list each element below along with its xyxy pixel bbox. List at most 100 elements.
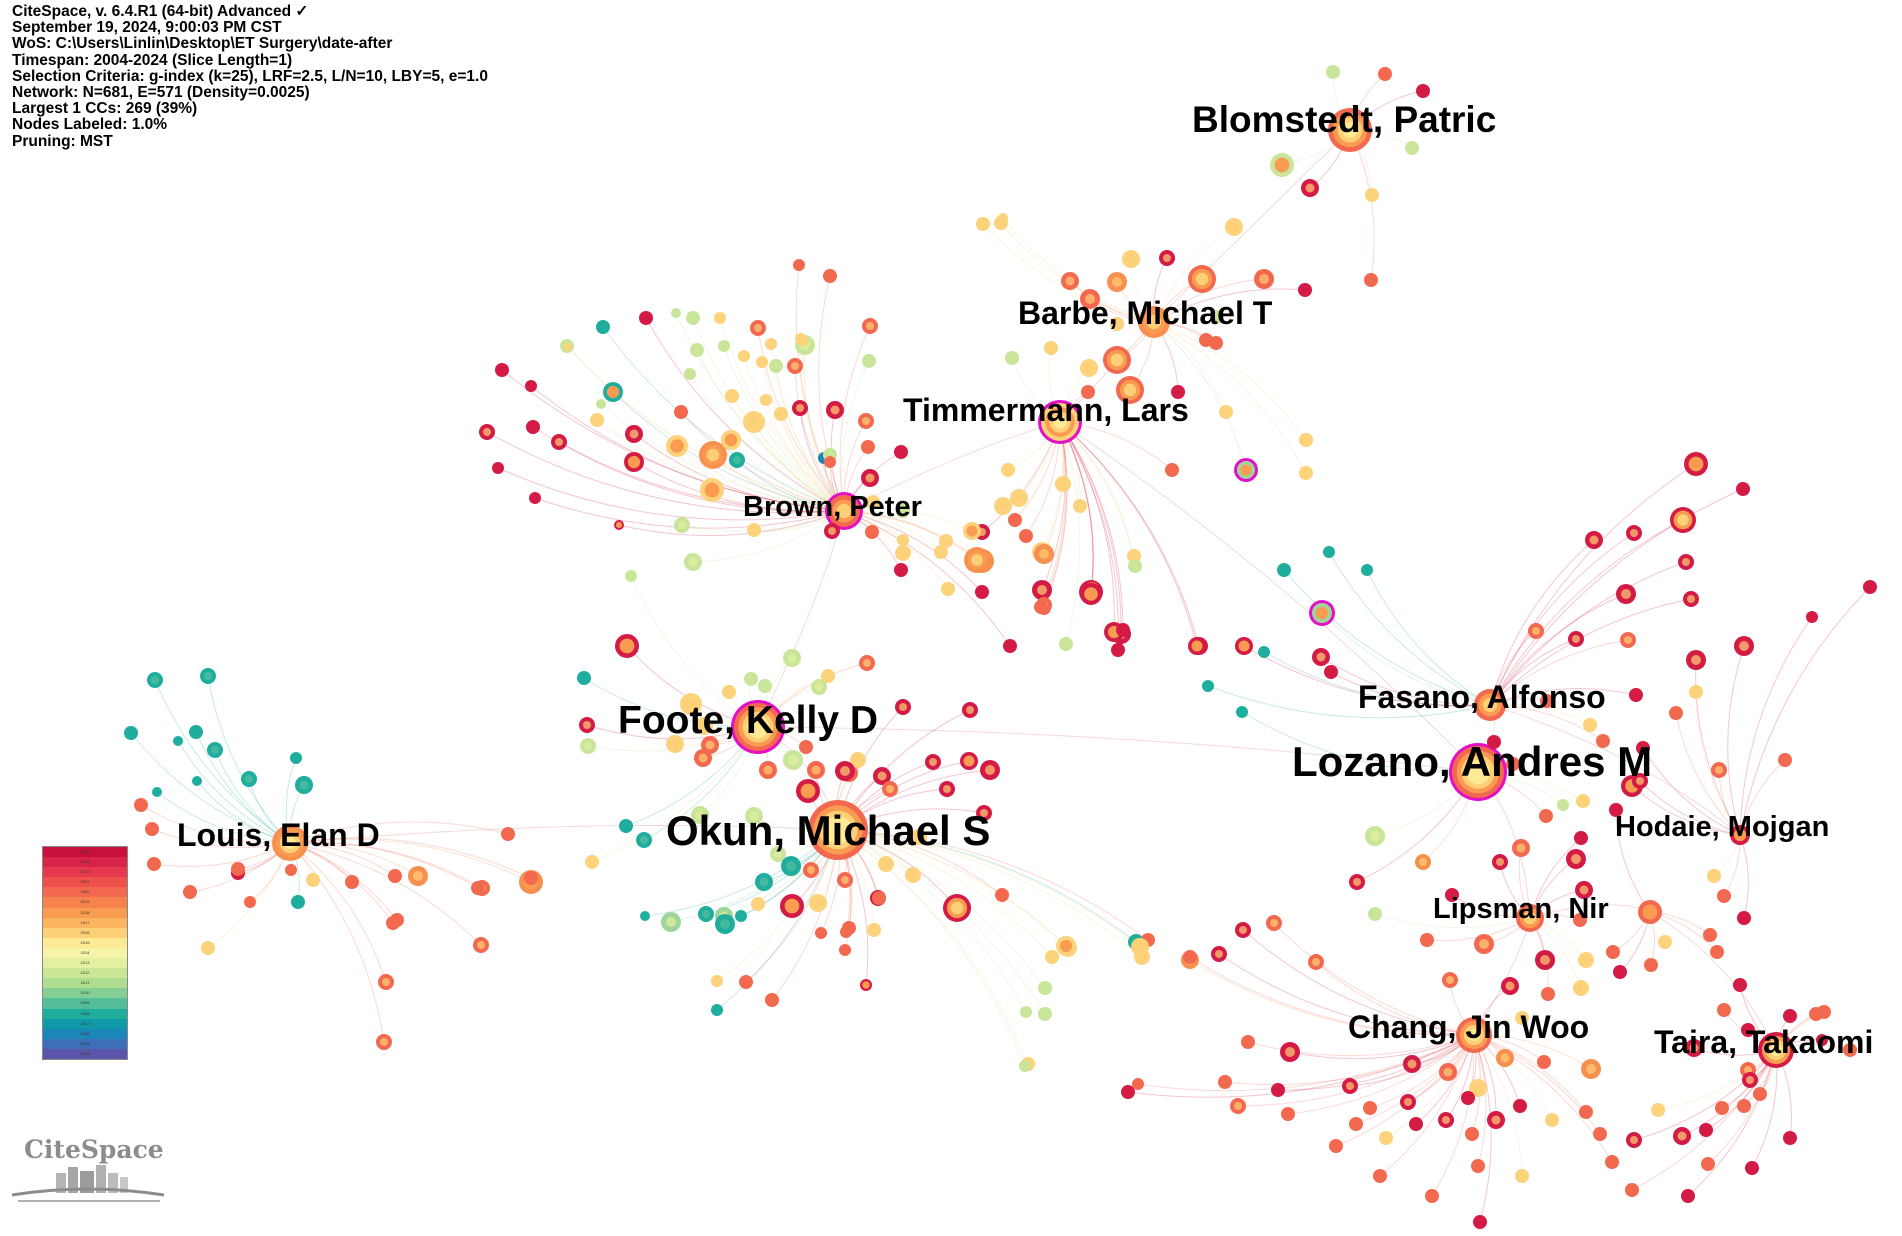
author-node[interactable] (699, 441, 727, 469)
author-node[interactable] (1329, 1139, 1343, 1153)
author-node[interactable] (244, 896, 256, 908)
author-node[interactable] (1501, 977, 1519, 995)
author-node[interactable] (878, 856, 894, 872)
author-node[interactable] (1741, 1023, 1755, 1037)
author-node[interactable] (183, 885, 197, 899)
author-node[interactable] (1266, 915, 1282, 931)
author-node[interactable] (1365, 826, 1385, 846)
author-node[interactable] (619, 819, 633, 833)
author-node[interactable] (858, 413, 874, 429)
author-node[interactable] (1379, 1131, 1393, 1145)
author-node[interactable] (1132, 1078, 1144, 1090)
author-node[interactable] (1540, 694, 1554, 708)
author-node[interactable] (1111, 643, 1125, 657)
author-node[interactable] (815, 927, 827, 939)
author-node[interactable] (760, 394, 772, 406)
author-node[interactable] (1605, 1155, 1619, 1169)
author-node[interactable] (1689, 685, 1703, 699)
author-node[interactable] (1165, 463, 1179, 477)
author-node[interactable] (1121, 1085, 1135, 1099)
author-node[interactable] (1638, 900, 1662, 924)
author-node[interactable] (1073, 499, 1087, 513)
author-node[interactable] (231, 862, 245, 876)
author-node[interactable] (1324, 665, 1338, 679)
author-node[interactable] (1620, 632, 1636, 648)
author-node[interactable] (860, 979, 872, 991)
author-node[interactable] (808, 800, 868, 860)
author-node[interactable] (1816, 1034, 1828, 1046)
author-node[interactable] (585, 855, 599, 869)
author-node[interactable] (1420, 933, 1434, 947)
author-node[interactable] (1469, 1079, 1487, 1097)
author-node[interactable] (1539, 809, 1553, 823)
author-node[interactable] (1606, 945, 1620, 959)
author-node[interactable] (1456, 1017, 1492, 1053)
author-node[interactable] (1474, 689, 1506, 721)
author-node[interactable] (1678, 554, 1694, 570)
author-node[interactable] (895, 545, 911, 561)
author-node[interactable] (1308, 954, 1324, 970)
author-node[interactable] (1632, 773, 1648, 789)
author-node[interactable] (1541, 987, 1555, 1001)
author-node[interactable] (1863, 580, 1877, 594)
author-node[interactable] (579, 717, 595, 733)
author-node[interactable] (1703, 928, 1717, 942)
author-node[interactable] (964, 547, 990, 573)
author-node[interactable] (1471, 1159, 1485, 1173)
author-node[interactable] (1733, 978, 1747, 992)
author-node[interactable] (862, 318, 878, 334)
author-node[interactable] (824, 456, 836, 468)
author-node[interactable] (745, 807, 763, 825)
author-node[interactable] (124, 726, 138, 740)
author-node[interactable] (1492, 854, 1508, 870)
author-node[interactable] (769, 359, 783, 373)
author-node[interactable] (1778, 753, 1792, 767)
author-node[interactable] (1843, 1043, 1857, 1057)
author-node[interactable] (865, 525, 879, 539)
author-node[interactable] (867, 923, 881, 937)
author-node[interactable] (1061, 272, 1079, 290)
author-node[interactable] (962, 702, 978, 718)
author-node[interactable] (825, 492, 863, 530)
author-node[interactable] (1044, 341, 1058, 355)
author-node[interactable] (774, 407, 788, 421)
author-node[interactable] (1474, 934, 1494, 954)
author-node[interactable] (1045, 950, 1059, 964)
author-node[interactable] (295, 776, 313, 794)
author-node[interactable] (755, 873, 773, 891)
author-node[interactable] (666, 735, 684, 753)
author-node[interactable] (1783, 1131, 1797, 1145)
author-node[interactable] (1378, 67, 1392, 81)
author-node[interactable] (1270, 153, 1294, 177)
author-node[interactable] (807, 761, 825, 779)
author-node[interactable] (756, 356, 768, 368)
author-node[interactable] (787, 358, 803, 374)
author-node[interactable] (1312, 648, 1330, 666)
author-node[interactable] (700, 478, 724, 502)
author-node[interactable] (674, 405, 688, 419)
author-node[interactable] (939, 534, 953, 548)
author-node[interactable] (1038, 981, 1052, 995)
author-node[interactable] (866, 495, 880, 509)
author-node[interactable] (1373, 1169, 1387, 1183)
author-node[interactable] (201, 941, 215, 955)
author-node[interactable] (943, 894, 971, 922)
author-node[interactable] (1416, 84, 1430, 98)
author-node[interactable] (911, 829, 927, 845)
author-node[interactable] (694, 749, 712, 767)
author-node[interactable] (1409, 1117, 1423, 1131)
author-node[interactable] (200, 668, 216, 684)
author-node[interactable] (1364, 273, 1378, 287)
author-node[interactable] (1202, 680, 1214, 692)
author-node[interactable] (1342, 1078, 1358, 1094)
author-node[interactable] (596, 399, 606, 409)
author-node[interactable] (1415, 854, 1431, 870)
author-node[interactable] (1032, 580, 1052, 600)
author-node[interactable] (1211, 946, 1227, 962)
author-node[interactable] (1685, 1039, 1703, 1057)
author-node[interactable] (615, 634, 639, 658)
author-node[interactable] (738, 350, 750, 362)
author-node[interactable] (690, 343, 704, 357)
author-node[interactable] (1596, 734, 1610, 748)
author-node[interactable] (1515, 1169, 1529, 1183)
